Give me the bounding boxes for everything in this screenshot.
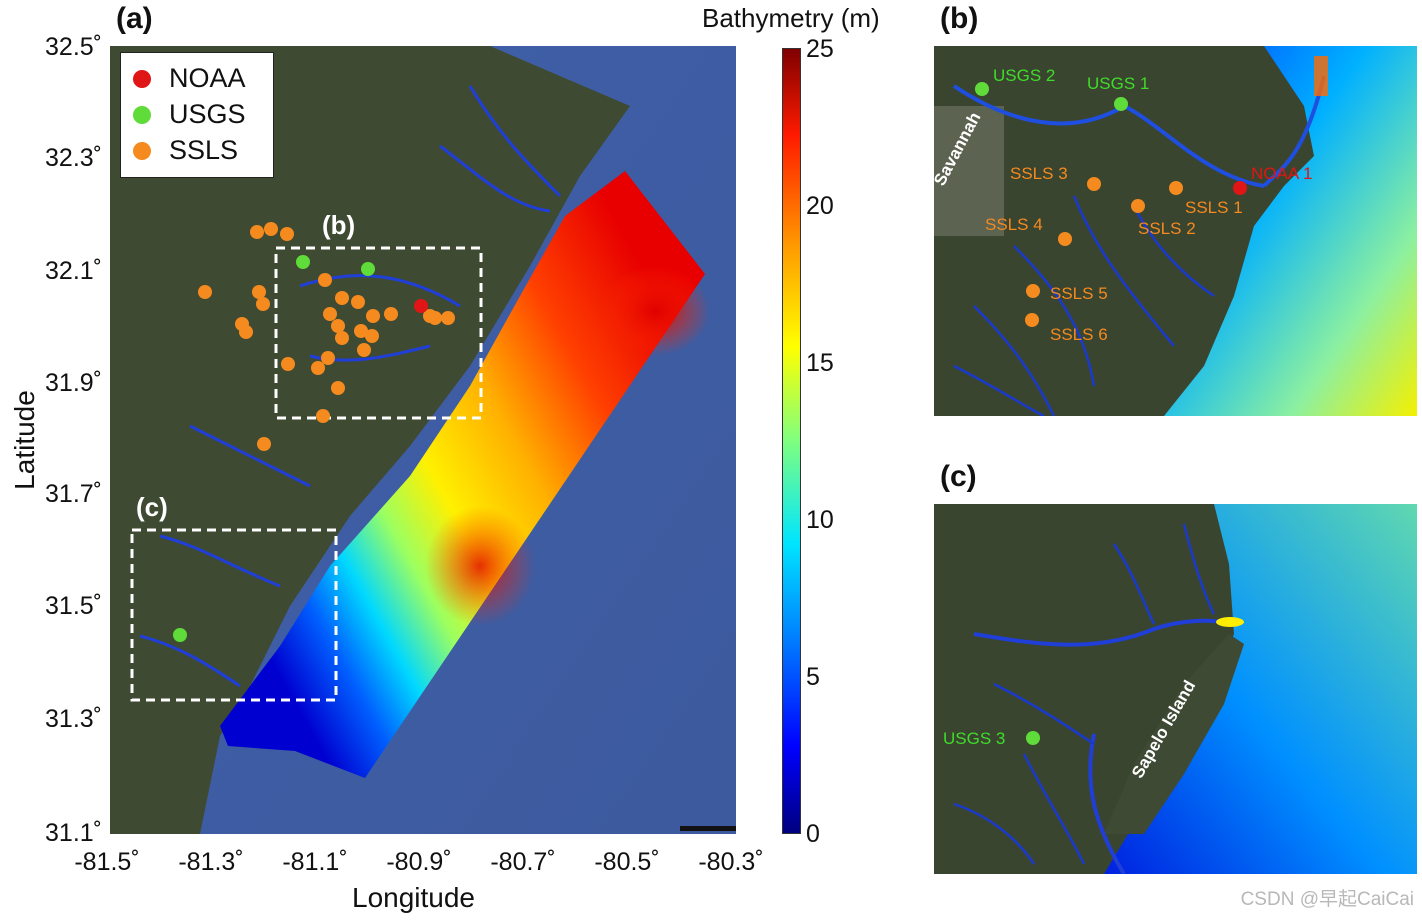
legend-item-usgs: USGS <box>133 99 246 130</box>
x-tick: -80.9˚ <box>386 848 452 876</box>
colorbar-title: Bathymetry (m) <box>702 3 880 33</box>
panel-a-label: (a) <box>116 2 153 35</box>
label-usgs1: USGS 1 <box>1087 74 1150 93</box>
legend: NOAA USGS SSLS <box>120 52 274 178</box>
panel-b-label: (b) <box>940 2 979 35</box>
x-tick: -81.3˚ <box>178 848 244 876</box>
y-tick: 32.1˚ <box>45 257 102 285</box>
x-tick: -80.5˚ <box>594 848 660 876</box>
label-noaa1: NOAA 1 <box>1251 164 1313 183</box>
box-b-label: (b) <box>322 210 356 240</box>
main-map <box>110 46 736 834</box>
x-tick: -80.7˚ <box>490 848 556 876</box>
label-ssls6: SSLS 6 <box>1050 325 1108 344</box>
label-usgs2: USGS 2 <box>993 66 1056 85</box>
colorbar-tick: 15 <box>806 349 834 377</box>
usgs-marker-icon <box>133 105 151 124</box>
y-tick: 31.9˚ <box>45 369 102 397</box>
x-tick: -80.3˚ <box>698 848 764 876</box>
y-tick: 31.1˚ <box>45 819 102 847</box>
colorbar-tick: 10 <box>806 506 834 534</box>
label-ssls4: SSLS 4 <box>985 215 1043 234</box>
label-ssls3: SSLS 3 <box>1010 164 1068 183</box>
label-usgs3: USGS 3 <box>943 729 1006 748</box>
x-axis-title: Longitude <box>352 882 476 913</box>
colorbar-tick: 5 <box>806 663 820 691</box>
colorbar-tick: 0 <box>806 820 820 848</box>
x-tick: -81.5˚ <box>74 848 140 876</box>
label-ssls1: SSLS 1 <box>1185 198 1243 217</box>
noaa-marker-icon <box>133 69 151 88</box>
box-c-label: (c) <box>136 492 168 522</box>
legend-label: USGS <box>169 99 246 129</box>
panel-c-map <box>934 504 1417 874</box>
y-axis-title: Latitude <box>9 390 40 490</box>
colorbar-tick: 20 <box>806 192 834 220</box>
ssls-marker-icon <box>133 141 151 160</box>
legend-label: NOAA <box>169 63 246 93</box>
panel-b-map <box>934 46 1417 416</box>
x-tick: -81.1˚ <box>282 848 348 876</box>
legend-label: SSLS <box>169 135 239 165</box>
colorbar <box>782 48 801 834</box>
watermark: CSDN @早起CaiCai <box>1240 889 1414 910</box>
label-ssls2: SSLS 2 <box>1138 219 1196 238</box>
y-tick: 32.5˚ <box>45 33 102 61</box>
y-tick: 31.7˚ <box>45 480 102 508</box>
y-tick: 31.5˚ <box>45 592 102 620</box>
label-ssls5: SSLS 5 <box>1050 284 1108 303</box>
panel-c-label: (c) <box>940 460 977 493</box>
y-tick: 31.3˚ <box>45 705 102 733</box>
legend-item-ssls: SSLS <box>133 135 238 166</box>
y-tick: 32.3˚ <box>45 144 102 172</box>
colorbar-tick: 25 <box>806 35 834 63</box>
legend-item-noaa: NOAA <box>133 63 246 94</box>
